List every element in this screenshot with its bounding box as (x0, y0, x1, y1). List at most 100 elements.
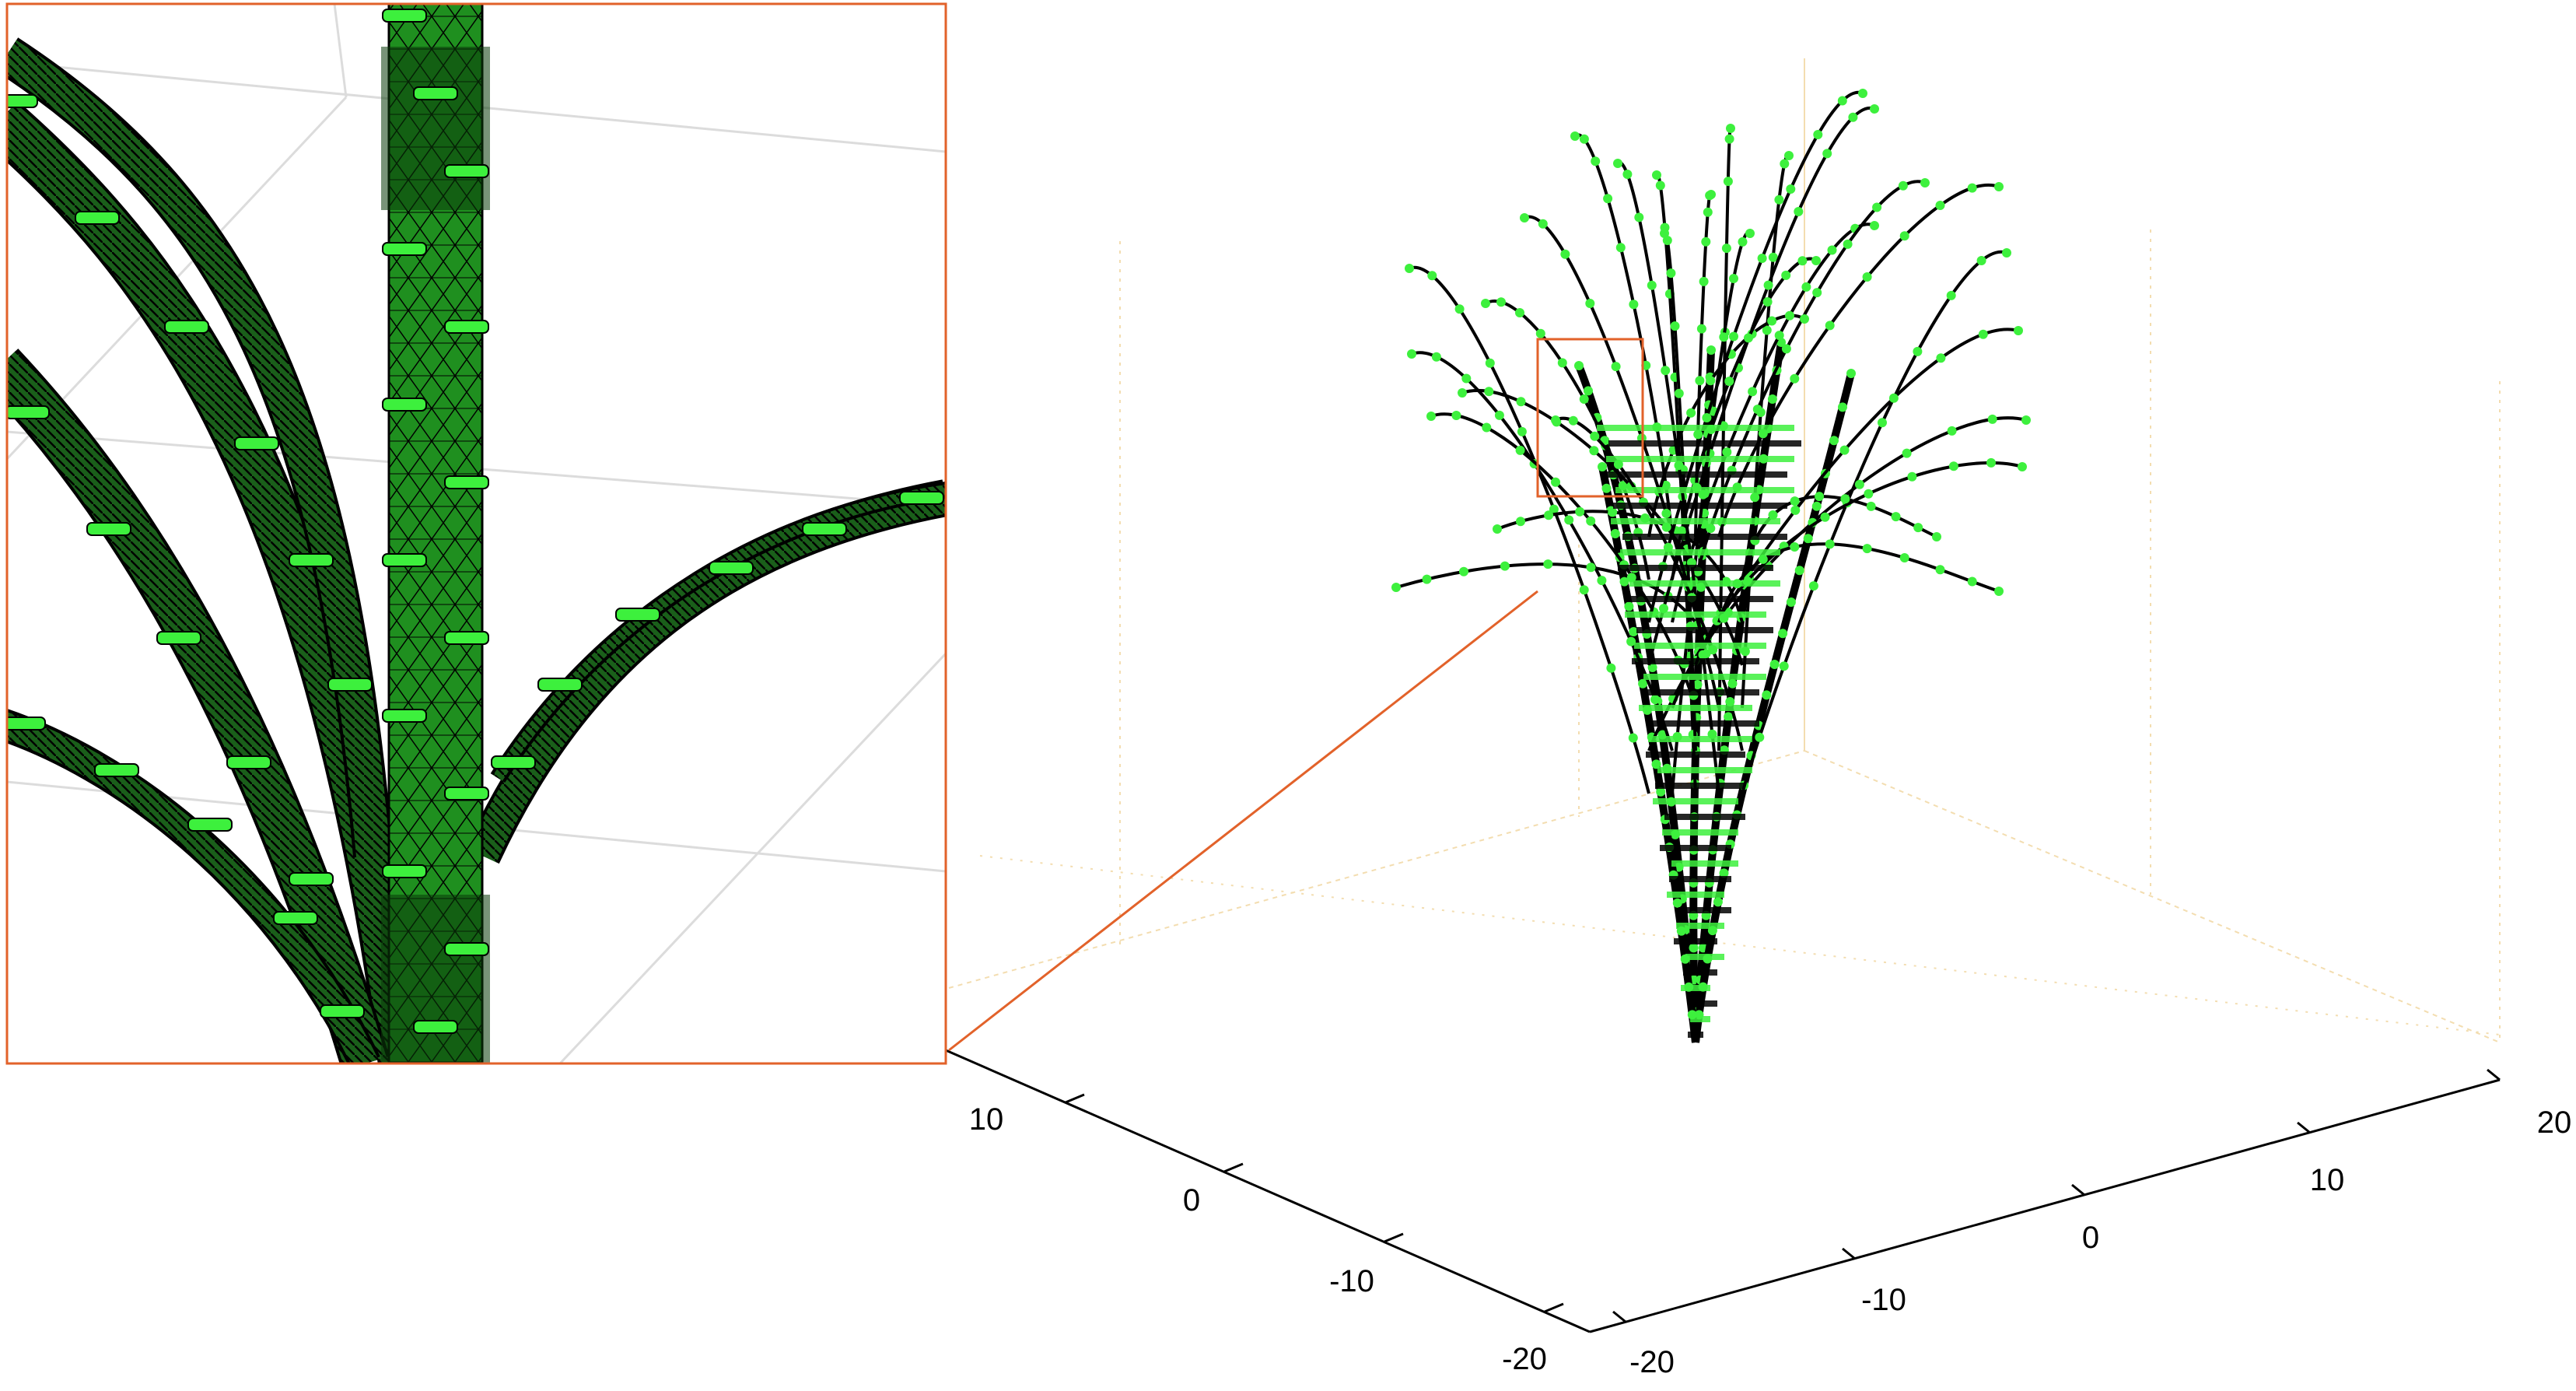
inset-node-marker (164, 320, 209, 334)
node-marker (1864, 489, 1874, 499)
node-marker (1752, 405, 1762, 415)
node-marker (1837, 96, 1847, 106)
node-marker (1774, 194, 1784, 205)
inset-branch (493, 485, 946, 781)
inset-node-marker (382, 9, 427, 23)
inset-node-marker (382, 553, 427, 567)
node-marker (1794, 566, 1804, 576)
stem-segment (1688, 1032, 1703, 1038)
node-marker (1755, 732, 1765, 742)
inset-node-marker (444, 787, 489, 801)
node-marker (1967, 183, 1977, 193)
node-marker (1740, 646, 1750, 657)
node-marker (1629, 300, 1639, 310)
branch (1717, 126, 1732, 752)
inset-node-marker (273, 911, 318, 925)
node-marker (1557, 358, 1567, 368)
zoom-region-box (1536, 338, 1644, 498)
node-marker (1689, 943, 1699, 953)
node-marker (1589, 446, 1599, 456)
axis-b-tick-labels: -20 -10 0 10 20 (1629, 1105, 2571, 1379)
stem-segment (1667, 892, 1724, 898)
inset-node-marker (537, 678, 583, 692)
node-marker (1719, 332, 1729, 342)
node-marker (1843, 239, 1853, 249)
inset-branch (7, 712, 378, 1063)
inset-frame (5, 2, 947, 1065)
node-marker (1778, 629, 1788, 639)
node-marker (1693, 429, 1703, 440)
main-3d-plot: 10 0 -10 -20 -20 -10 0 10 20 (945, 58, 2571, 1379)
node-marker (1858, 89, 1867, 98)
stem-segment (1613, 503, 1787, 509)
node-marker (1769, 660, 1780, 669)
node-marker (1767, 394, 1777, 404)
node-marker (1812, 288, 1822, 298)
node-marker (1976, 256, 1986, 265)
stem-segment (1676, 923, 1724, 929)
stem-segment (1606, 456, 1794, 462)
axis-a-tick-labels: 10 0 -10 -20 (969, 1102, 1547, 1376)
node-marker (1674, 461, 1684, 471)
node-marker (1586, 562, 1596, 573)
inset-node-marker (7, 717, 46, 731)
node-marker (1515, 445, 1525, 455)
zoom-connector-line (948, 590, 1538, 1052)
inset-node-marker (491, 755, 536, 769)
node-marker (1584, 386, 1593, 396)
node-marker (1762, 325, 1772, 335)
inset-node-marker (7, 405, 50, 419)
node-marker (1729, 331, 1738, 342)
node-marker (1723, 177, 1733, 187)
inset-node-marker (444, 631, 489, 645)
node-marker (1706, 524, 1716, 534)
node-marker (1611, 362, 1621, 372)
stem-segment (1620, 549, 1780, 555)
node-marker (1661, 522, 1671, 532)
node-marker (1946, 290, 1956, 300)
node-marker (1543, 559, 1553, 569)
inset-node-marker (709, 561, 754, 575)
branch (1671, 230, 1752, 794)
node-marker (1407, 349, 1416, 359)
node-marker (1670, 321, 1680, 331)
stem-segment (1608, 440, 1801, 447)
node-marker (1994, 587, 2004, 596)
node-marker (1484, 387, 1494, 397)
branch (1573, 133, 1674, 538)
node-marker (1822, 149, 1832, 159)
node-marker (1750, 492, 1760, 503)
inset-node-markers (7, 9, 944, 1034)
inset-node-marker (187, 818, 233, 832)
inset-branch (7, 40, 390, 857)
inset-node-marker (382, 242, 427, 256)
axis-a-tick-label: 0 (1183, 1183, 1200, 1218)
stem-segment (1653, 798, 1738, 804)
node-marker (1568, 415, 1578, 426)
node-marker (1651, 759, 1661, 769)
node-marker (1702, 413, 1712, 422)
inset-node-marker (94, 763, 139, 777)
node-marker (1719, 868, 1729, 878)
node-marker (1722, 447, 1732, 457)
stem-segment (1692, 1000, 1717, 1007)
node-marker (1891, 512, 1901, 522)
node-marker (1913, 346, 1923, 356)
branch (1411, 351, 1674, 752)
node-marker (1813, 130, 1823, 139)
node-marker (1586, 516, 1596, 526)
node-marker (1899, 231, 1909, 241)
axis-b-tick-label: -10 (1861, 1283, 1906, 1317)
node-marker (1551, 415, 1560, 425)
node-marker (1862, 544, 1872, 554)
node-marker (1426, 412, 1436, 421)
inset-node-marker (413, 1020, 458, 1034)
node-marker (1686, 408, 1696, 418)
node-marker (1655, 180, 1665, 191)
node-marker (1564, 515, 1574, 525)
inset-node-marker (444, 942, 489, 956)
node-marker (1597, 576, 1607, 586)
node-marker (1797, 256, 1808, 266)
stem-segment (1662, 829, 1738, 836)
node-marker (1785, 310, 1794, 321)
